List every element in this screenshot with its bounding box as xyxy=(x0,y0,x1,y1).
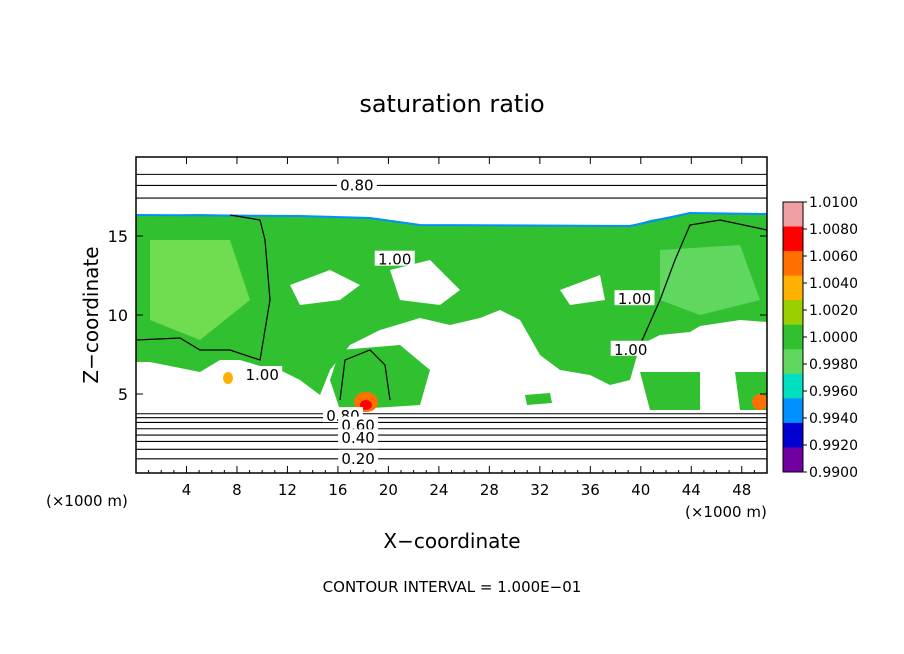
contour-label: 0.20 xyxy=(341,450,374,468)
contour-label: 1.00 xyxy=(614,341,647,359)
clear-hole xyxy=(290,270,360,305)
cloud-patch xyxy=(660,245,760,315)
x-axis-title: X−coordinate xyxy=(383,529,520,553)
x-tick-label: 36 xyxy=(581,481,600,499)
colorbar-label: 0.9960 xyxy=(809,384,858,400)
contour-1-00 xyxy=(136,214,271,361)
colorbar-label: 1.0060 xyxy=(809,249,858,265)
colorbar-label: 0.9900 xyxy=(809,465,858,481)
x-tick-label: 8 xyxy=(232,481,242,499)
contour-label: 0.80 xyxy=(340,176,373,194)
colorbar-label: 1.0100 xyxy=(809,195,858,211)
colorbar-swatch xyxy=(783,349,803,375)
contour-label-bg xyxy=(338,416,379,432)
x-tick-label: 12 xyxy=(278,481,297,499)
x-tick-label: 16 xyxy=(328,481,347,499)
colorbar-swatch xyxy=(783,300,803,326)
contour-interval-note: CONTOUR INTERVAL = 1.000E−01 xyxy=(323,578,582,596)
x-tick-label: 20 xyxy=(379,481,398,499)
colorbar-swatch xyxy=(783,398,803,424)
x-axis: 4 8 12 16 20 24 28 32 36 40 44 48 xyxy=(148,157,755,499)
contour-label-bg xyxy=(374,250,415,266)
colorbar-swatch xyxy=(783,202,803,228)
colorbar-label: 0.9980 xyxy=(809,357,858,373)
x-tick-label: 24 xyxy=(429,481,448,499)
y-unit-label: (×1000 m) xyxy=(46,492,128,510)
contour-label-bg xyxy=(338,449,379,465)
x-tick-label: 4 xyxy=(182,481,192,499)
clear-hole xyxy=(700,340,767,372)
colorbar-label: 0.9920 xyxy=(809,438,858,454)
x-tick-label: 32 xyxy=(530,481,549,499)
cloud-lower xyxy=(330,345,430,410)
cloud-region xyxy=(136,213,767,395)
colorbar-label: 1.0040 xyxy=(809,276,858,292)
colorbar-swatch xyxy=(783,226,803,252)
warm-core xyxy=(223,372,233,384)
contour-label-bg xyxy=(614,290,655,306)
x-tick-label: 48 xyxy=(732,481,751,499)
colorbar-swatch xyxy=(783,422,803,448)
clear-hole xyxy=(390,260,460,305)
colorbar-swatch xyxy=(783,251,803,277)
cloud-edge xyxy=(136,211,767,228)
x-tick-label: 40 xyxy=(631,481,650,499)
chart-title: saturation ratio xyxy=(359,90,544,118)
cloud-patch xyxy=(150,240,250,340)
colorbar: 1.0100 1.0080 1.0060 1.0040 1.0020 1.0000 0.99… xyxy=(782,195,858,481)
contour-1-00 xyxy=(339,349,391,401)
contour-label: 1.00 xyxy=(245,366,278,384)
colorbar-label: 1.0080 xyxy=(809,222,858,238)
contour-label: 0.40 xyxy=(341,429,374,447)
warm-core xyxy=(360,400,372,410)
colorbar-swatch xyxy=(783,373,803,399)
contour-label-bg xyxy=(610,340,651,356)
x-tick-label: 44 xyxy=(682,481,701,499)
contour-1-00 xyxy=(639,219,767,346)
contour-label: 1.00 xyxy=(618,290,651,308)
x-tick-label: 28 xyxy=(480,481,499,499)
y-tick-label: 5 xyxy=(118,385,128,404)
plot-field xyxy=(136,157,767,473)
colorbar-label: 1.0020 xyxy=(809,303,858,319)
contour-label: 1.00 xyxy=(378,251,411,269)
cloud-lower xyxy=(640,372,700,410)
colorbar-label: 1.0000 xyxy=(809,330,858,346)
contour-label-bg xyxy=(242,366,283,382)
horizontal-contours xyxy=(136,173,767,460)
colorbar-swatch xyxy=(783,275,803,301)
clear-hole xyxy=(560,275,605,305)
contour-label-bg xyxy=(338,429,379,445)
warm-core xyxy=(752,394,767,410)
y-axis-title: Z−coordinate xyxy=(79,246,103,383)
cloud-lower xyxy=(525,393,552,405)
contour-labels: 0.801.001.001.001.000.800.600.400.20 xyxy=(242,176,655,468)
contour-label-bg xyxy=(336,176,377,192)
y-tick-label: 15 xyxy=(108,227,128,246)
colorbar-swatch xyxy=(783,324,803,350)
y-axis: 5 10 15 xyxy=(108,227,767,404)
x-unit-label: (×1000 m) xyxy=(685,503,767,521)
y-tick-label: 10 xyxy=(108,306,128,325)
colorbar-swatch xyxy=(783,447,803,473)
colorbar-label: 0.9940 xyxy=(809,411,858,427)
